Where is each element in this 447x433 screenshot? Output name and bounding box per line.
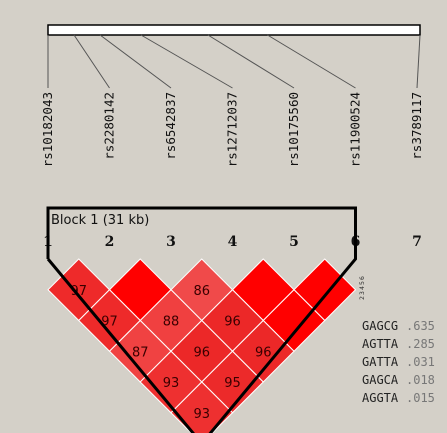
ld-cell-value: 86 <box>193 284 210 299</box>
haplotype-sequence: AGTTA <box>362 337 399 351</box>
snp-position-connectors <box>47 34 421 89</box>
haplotype-sequence: GAGCG <box>362 319 398 333</box>
ld-cell-value: 96 <box>193 345 210 360</box>
ld-cell-value: 93 <box>193 407 210 422</box>
haplotype-marker-tick: 6 <box>358 276 366 280</box>
snp-name-label[interactable]: rs11900524 <box>348 92 363 167</box>
snp-index-label: 3 <box>166 234 176 250</box>
haplotype-frequency: .031 <box>406 355 435 369</box>
haplotype-frequency: .018 <box>406 373 435 387</box>
snp-name-label[interactable]: rs3789117 <box>409 92 424 160</box>
ld-cell-value: 93 <box>163 376 180 391</box>
snp-name-label[interactable]: rs6542837 <box>163 92 178 160</box>
haplotype-marker-tick: 3 <box>358 291 366 295</box>
snp-connector-line <box>99 34 172 89</box>
snp-index-label: 4 <box>228 234 238 250</box>
ld-cell[interactable]: 93 <box>170 381 234 433</box>
snp-connector-line <box>207 34 295 89</box>
haplotype-marker-tick: 4 <box>358 286 366 290</box>
snp-name-label[interactable]: rs12712037 <box>225 92 240 167</box>
snp-index-label: 2 <box>105 234 115 250</box>
ld-cell-value: 96 <box>224 315 241 330</box>
snp-connector-line <box>267 34 356 89</box>
haplotype-sequence: GAGCA <box>362 373 399 387</box>
ld-cell-value: 97 <box>70 284 87 299</box>
snp-index-label: 5 <box>289 234 299 250</box>
ld-cell-value: 95 <box>224 376 241 391</box>
ld-cell-diamond <box>170 381 234 433</box>
snp-connector-line <box>140 34 233 89</box>
snp-index-label: 7 <box>412 234 422 250</box>
ld-cell-value: 96 <box>255 345 272 360</box>
block-label: Block 1 (31 kb) <box>51 213 149 228</box>
haplotype-sequence: AGGTA <box>362 391 399 405</box>
block-outline <box>46 206 357 433</box>
haplotype-frequency: .635 <box>406 319 435 333</box>
snp-name-label[interactable]: rs10182043 <box>40 92 55 167</box>
ld-cell-value: 88 <box>163 315 180 330</box>
haplotype-frequency: .015 <box>406 391 435 405</box>
snp-connector-line <box>73 34 110 89</box>
haplotype-marker-tick: 5 <box>358 281 366 285</box>
haplotype-marker-tick: 2 <box>358 296 366 300</box>
ld-cell-value: 87 <box>132 345 149 360</box>
haplotype-frequency: .285 <box>406 337 435 351</box>
snp-name-labels: rs10182043 rs2280142 rs6542837 rs12712037 rs… <box>40 92 424 167</box>
snp-connector-line <box>416 34 421 89</box>
haplotype-sequence: GATTA <box>362 355 399 369</box>
snp-name-label[interactable]: rs2280142 <box>102 92 117 160</box>
haplotype-block[interactable]: Block 1 (31 kb) <box>46 206 357 433</box>
chromosome-bar <box>47 24 421 36</box>
snp-name-label[interactable]: rs10175560 <box>286 92 301 167</box>
